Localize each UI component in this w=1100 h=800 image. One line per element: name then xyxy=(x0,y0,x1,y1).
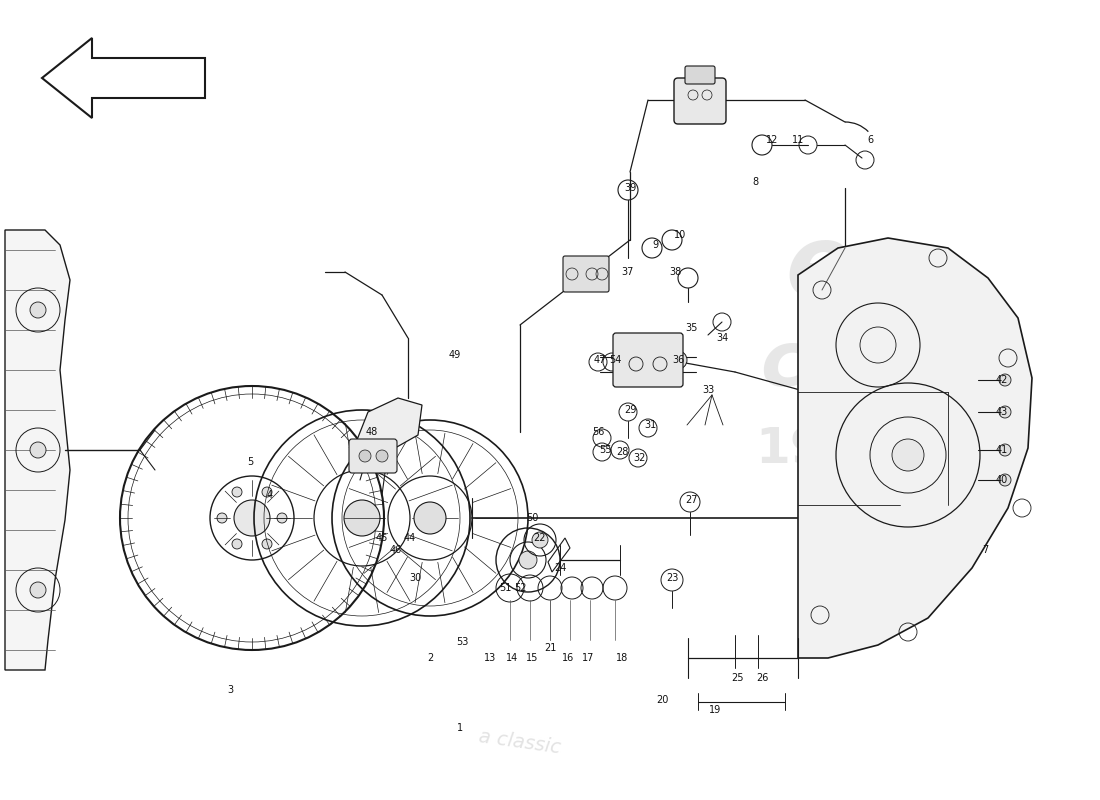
Text: 29: 29 xyxy=(624,405,636,415)
Circle shape xyxy=(376,450,388,462)
Text: 42: 42 xyxy=(996,375,1009,385)
Text: 5: 5 xyxy=(246,457,253,467)
Text: 23: 23 xyxy=(666,573,679,583)
Polygon shape xyxy=(798,238,1032,658)
Text: 16: 16 xyxy=(562,653,574,663)
Circle shape xyxy=(359,450,371,462)
Text: 54: 54 xyxy=(608,355,622,365)
Text: 53: 53 xyxy=(455,637,469,647)
Text: 47: 47 xyxy=(594,355,606,365)
FancyBboxPatch shape xyxy=(685,66,715,84)
Text: 1985: 1985 xyxy=(755,426,894,474)
Text: 12: 12 xyxy=(766,135,778,145)
Circle shape xyxy=(234,500,270,536)
Text: 24: 24 xyxy=(553,563,566,573)
Text: es: es xyxy=(785,222,912,318)
Text: 18: 18 xyxy=(616,653,628,663)
Text: 14: 14 xyxy=(506,653,518,663)
Text: ces: ces xyxy=(760,328,902,402)
Text: 45: 45 xyxy=(376,533,388,543)
Circle shape xyxy=(232,539,242,549)
Text: 55: 55 xyxy=(598,445,612,455)
FancyBboxPatch shape xyxy=(563,256,609,292)
Circle shape xyxy=(262,539,272,549)
Circle shape xyxy=(217,513,227,523)
Text: 3: 3 xyxy=(227,685,233,695)
Text: 39: 39 xyxy=(624,183,636,193)
Text: 49: 49 xyxy=(449,350,461,360)
Text: 31: 31 xyxy=(644,420,656,430)
Circle shape xyxy=(999,444,1011,456)
Text: 2: 2 xyxy=(427,653,433,663)
Text: 9: 9 xyxy=(652,240,658,250)
Text: 43: 43 xyxy=(996,407,1008,417)
Text: 56: 56 xyxy=(592,427,604,437)
Text: 41: 41 xyxy=(996,445,1008,455)
Text: 15: 15 xyxy=(526,653,538,663)
Text: 32: 32 xyxy=(634,453,646,463)
Text: 35: 35 xyxy=(685,323,698,333)
Text: 46: 46 xyxy=(389,545,403,555)
Text: 50: 50 xyxy=(526,513,538,523)
Text: 17: 17 xyxy=(582,653,594,663)
Circle shape xyxy=(892,439,924,471)
Text: 36: 36 xyxy=(672,355,684,365)
Text: 27: 27 xyxy=(685,495,698,505)
Circle shape xyxy=(262,487,272,497)
Text: 40: 40 xyxy=(996,475,1008,485)
Text: 34: 34 xyxy=(716,333,728,343)
Text: 51: 51 xyxy=(498,583,512,593)
Polygon shape xyxy=(6,230,70,670)
Text: a classic: a classic xyxy=(477,727,562,757)
Text: 21: 21 xyxy=(543,643,557,653)
Circle shape xyxy=(232,487,242,497)
Text: 33: 33 xyxy=(702,385,714,395)
Text: 19: 19 xyxy=(708,705,722,715)
Text: 7: 7 xyxy=(982,545,988,555)
Text: 11: 11 xyxy=(792,135,804,145)
Circle shape xyxy=(999,374,1011,386)
Circle shape xyxy=(277,513,287,523)
Text: 28: 28 xyxy=(616,447,628,457)
Text: 52: 52 xyxy=(514,583,526,593)
Text: 48: 48 xyxy=(366,427,378,437)
Text: 25: 25 xyxy=(732,673,745,683)
Text: 37: 37 xyxy=(621,267,635,277)
Text: 44: 44 xyxy=(404,533,416,543)
Text: 1: 1 xyxy=(456,723,463,733)
Text: 30: 30 xyxy=(409,573,421,583)
Text: 13: 13 xyxy=(484,653,496,663)
Circle shape xyxy=(414,502,446,534)
FancyBboxPatch shape xyxy=(613,333,683,387)
Text: 8: 8 xyxy=(752,177,758,187)
FancyBboxPatch shape xyxy=(674,78,726,124)
FancyBboxPatch shape xyxy=(349,439,397,473)
Circle shape xyxy=(344,500,380,536)
Circle shape xyxy=(669,351,688,369)
Text: 4: 4 xyxy=(267,490,273,500)
Circle shape xyxy=(519,551,537,569)
Text: 6: 6 xyxy=(867,135,873,145)
Circle shape xyxy=(999,406,1011,418)
Text: 20: 20 xyxy=(656,695,668,705)
Text: 26: 26 xyxy=(756,673,768,683)
Text: 10: 10 xyxy=(674,230,686,240)
Circle shape xyxy=(30,582,46,598)
Circle shape xyxy=(532,532,548,548)
Circle shape xyxy=(30,302,46,318)
Polygon shape xyxy=(42,38,205,118)
Circle shape xyxy=(30,442,46,458)
Polygon shape xyxy=(355,398,422,452)
Text: 38: 38 xyxy=(669,267,681,277)
Text: 22: 22 xyxy=(534,533,547,543)
Circle shape xyxy=(999,474,1011,486)
